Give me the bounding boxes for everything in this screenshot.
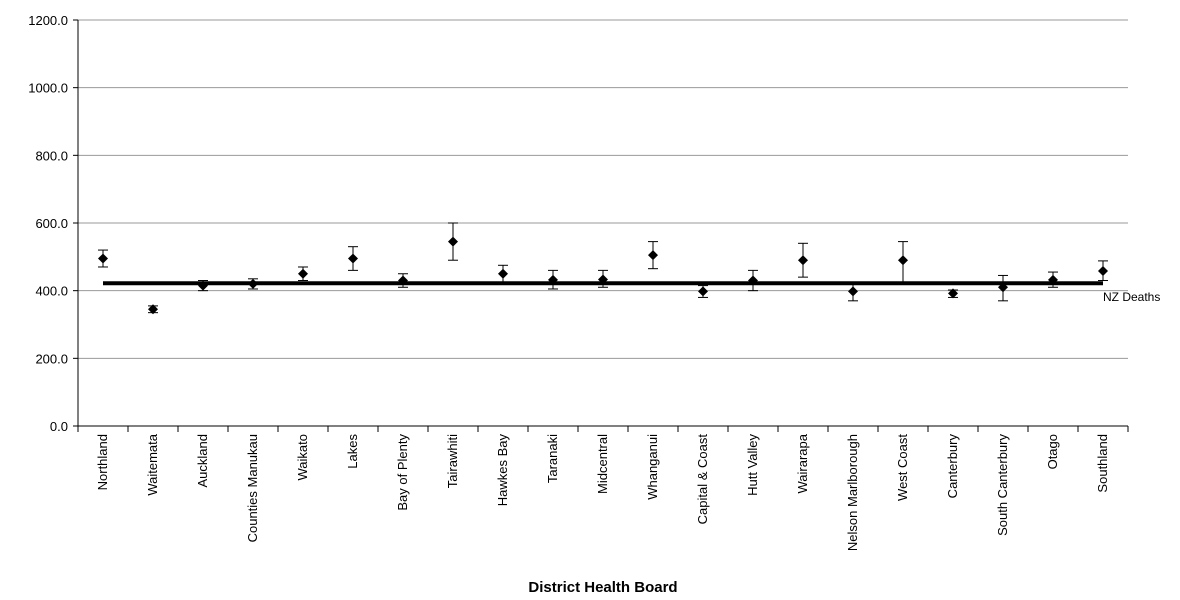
x-tick-label: Nelson Marlborough	[845, 434, 860, 551]
y-tick-label: 400.0	[35, 284, 68, 299]
x-tick-label: West Coast	[895, 434, 910, 501]
x-tick-label: Waikato	[295, 434, 310, 480]
x-tick-label: Whanganui	[645, 434, 660, 500]
data-point	[648, 250, 658, 261]
x-tick-label: Wairarapa	[795, 433, 810, 493]
x-tick-label: Northland	[95, 434, 110, 490]
y-tick-label: 0.0	[50, 419, 68, 434]
x-tick-label: South Canterbury	[995, 434, 1010, 536]
data-point	[748, 275, 758, 286]
x-tick-label: Bay of Plenty	[395, 434, 410, 511]
x-tick-label: Counties Manukau	[245, 434, 260, 542]
axes	[77, 20, 1128, 427]
data-point	[698, 286, 708, 297]
data-point	[448, 236, 458, 247]
data-point	[1048, 274, 1058, 285]
x-tick-label: Lakes	[345, 434, 360, 469]
data-point	[148, 304, 158, 315]
data-point	[298, 268, 308, 279]
x-tick-label: Tairawhiti	[445, 434, 460, 488]
y-tick-label: 600.0	[35, 216, 68, 231]
x-tick-label: Capital & Coast	[695, 434, 710, 525]
reference-line-label: NZ Deaths	[1103, 290, 1160, 304]
y-axis-ticks: 0.0 200.0 400.0 600.0 800.0 1000.0 1200.0	[28, 13, 78, 434]
data-point	[198, 280, 208, 291]
gridlines	[78, 19, 1128, 359]
x-tick-label: Midcentral	[595, 434, 610, 494]
data-point	[798, 255, 808, 266]
data-point	[498, 268, 508, 279]
error-bars	[98, 222, 1108, 314]
x-axis-label: District Health Board	[528, 579, 677, 596]
y-tick-label: 800.0	[35, 148, 68, 163]
x-tick-label: Hawkes Bay	[495, 434, 510, 507]
data-point	[98, 253, 108, 264]
data-point	[998, 282, 1008, 293]
x-tick-label: Taranaki	[545, 434, 560, 483]
data-point	[898, 255, 908, 266]
x-axis-ticks: Northland Waitemata Auckland Counties Manuk…	[77, 426, 1129, 551]
data-point	[948, 288, 958, 299]
x-tick-label: Canterbury	[945, 434, 960, 499]
x-tick-label: Hutt Valley	[745, 434, 760, 496]
x-tick-label: Auckland	[195, 434, 210, 487]
data-point	[348, 253, 358, 264]
data-point	[848, 286, 858, 297]
data-point	[1098, 266, 1108, 277]
y-tick-label: 1200.0	[28, 13, 68, 28]
data-point	[248, 278, 258, 289]
y-tick-label: 200.0	[35, 351, 68, 366]
data-points	[98, 236, 1108, 315]
data-point	[398, 275, 408, 286]
y-tick-label: 1000.0	[28, 81, 68, 96]
x-tick-label: Southland	[1095, 434, 1110, 493]
x-tick-label: Waitemata	[145, 433, 160, 495]
data-point	[548, 274, 558, 285]
x-tick-label: Otago	[1045, 434, 1060, 469]
data-point	[598, 274, 608, 285]
